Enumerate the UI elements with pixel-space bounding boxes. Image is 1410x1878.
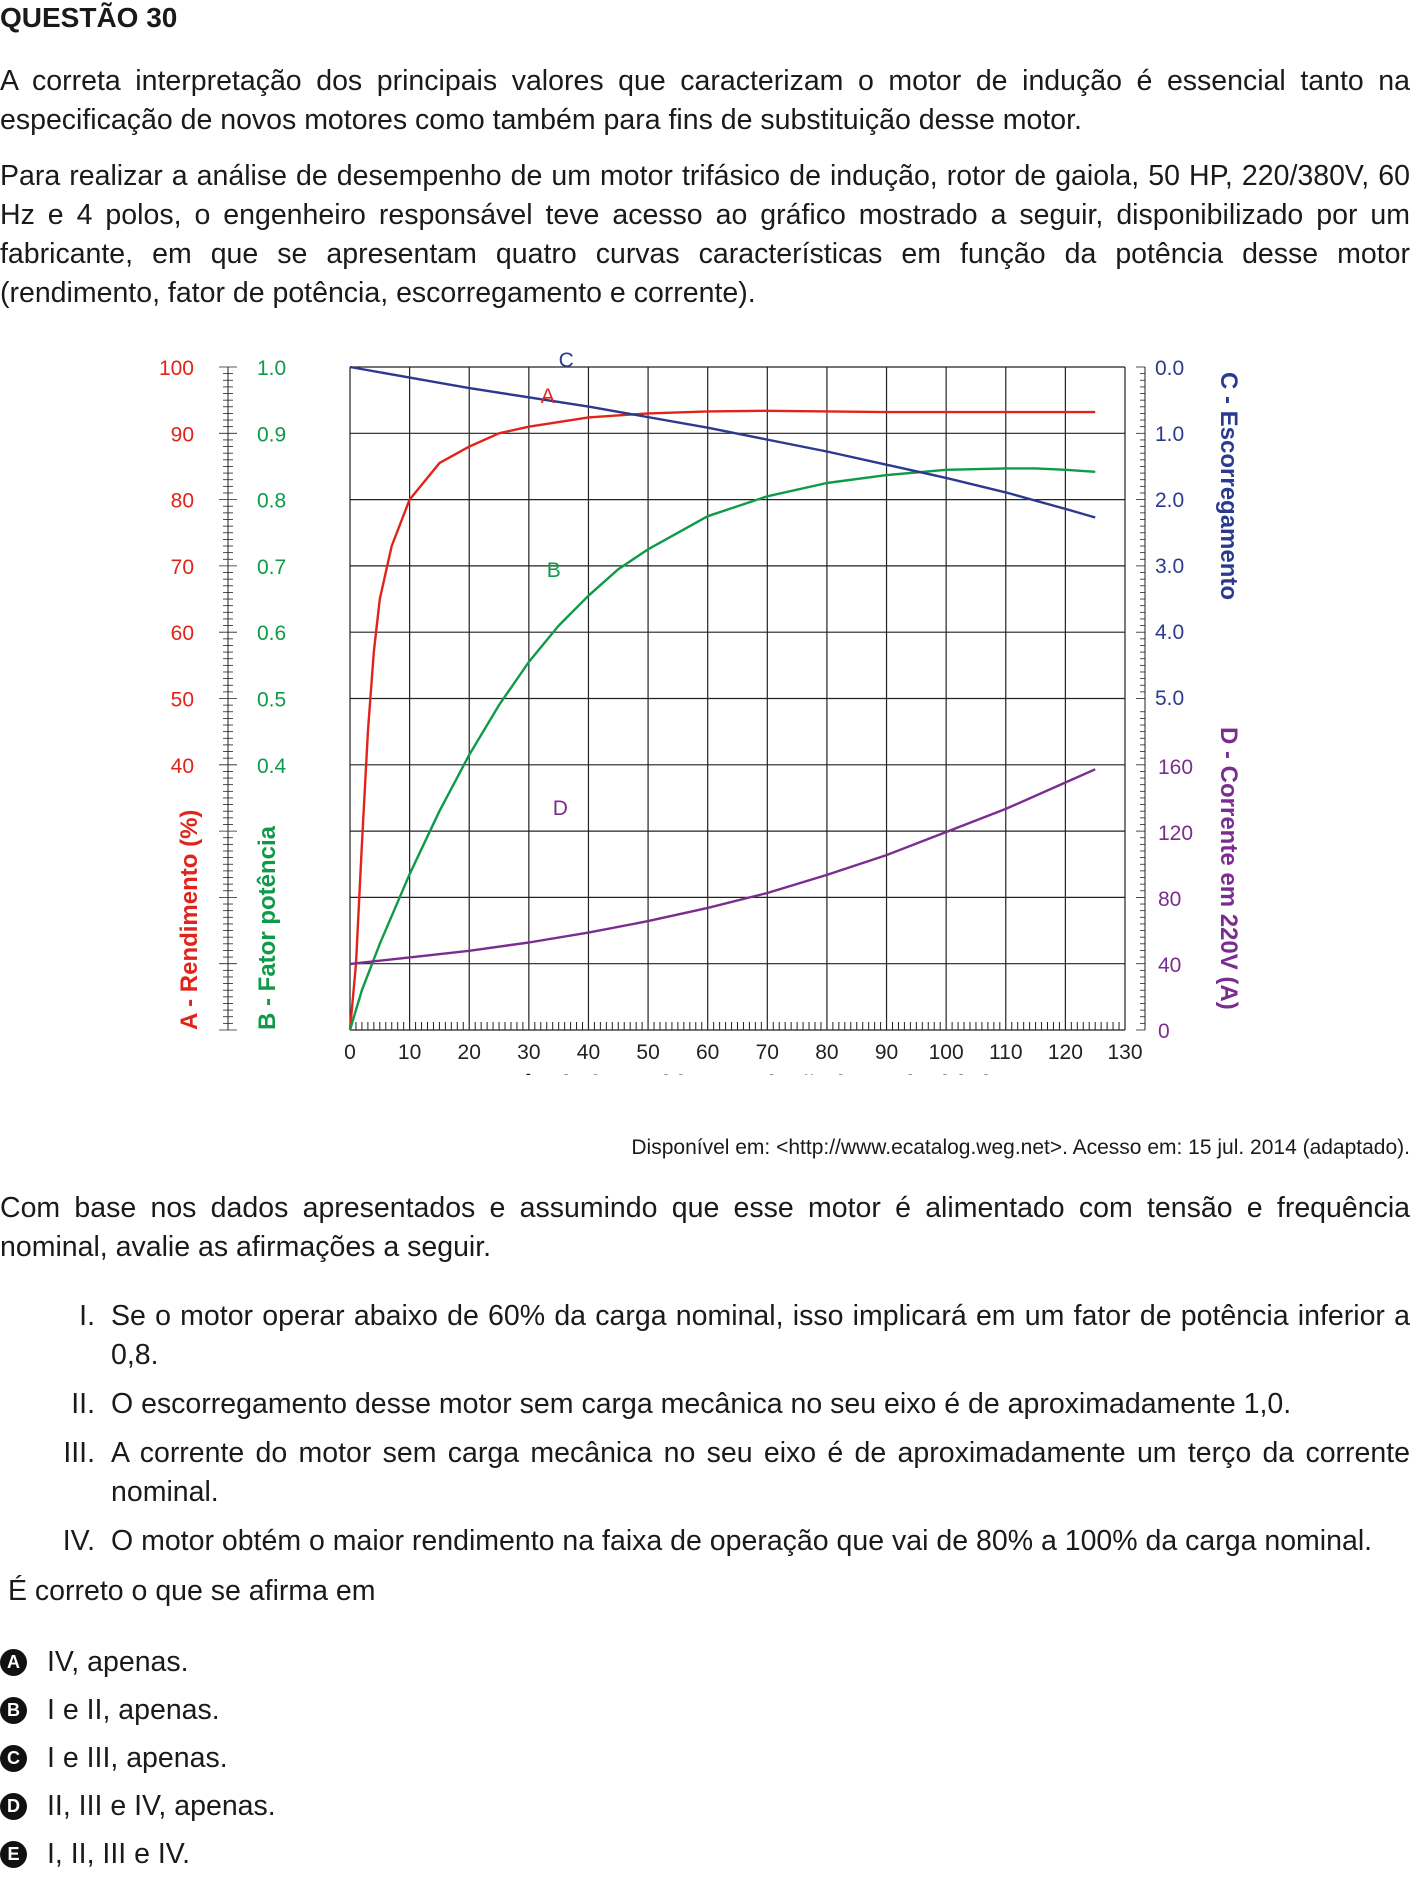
corrente-tick-label: 80 <box>1158 888 1181 911</box>
rendimento-tick-label: 50 <box>171 689 194 712</box>
answer-options: A IV, apenas. B I e II, apenas. C I e II… <box>0 1638 276 1878</box>
motor-chart: 100 90 80 70 60 50 40 1.0 0.9 0.8 0.7 0.6 0.5 0.4 0.0 1… <box>150 335 1260 1075</box>
fator-tick-label: 0.4 <box>257 755 287 778</box>
rendimento-tick-label: 60 <box>171 622 194 645</box>
x-tick-label: 0 <box>344 1041 356 1064</box>
fator-tick-label: 1.0 <box>257 357 286 380</box>
rendimento-tick-label: 70 <box>171 556 194 579</box>
x-tick-label: 70 <box>756 1041 779 1064</box>
fator-tick-label: 0.9 <box>257 423 286 446</box>
corrente-tick-label: 120 <box>1158 822 1193 845</box>
statement-text: O motor obtém o maior rendimento na faix… <box>111 1525 1373 1557</box>
rendimento-tick-label: 90 <box>171 423 194 446</box>
statement-item: II. O escorregamento desse motor sem car… <box>0 1385 1410 1424</box>
option-text: I, II, III e IV. <box>47 1837 191 1870</box>
option-a[interactable]: A IV, apenas. <box>0 1638 276 1686</box>
curve-label-D: D <box>553 797 568 820</box>
x-axis-title: Potência fornecida em relação à nominal … <box>483 1071 992 1075</box>
x-tick-label: 90 <box>875 1041 898 1064</box>
corrente-tick-label: 160 <box>1158 756 1193 779</box>
statement-item: I. Se o motor operar abaixo de 60% da ca… <box>0 1297 1410 1375</box>
intro-paragraph: A correta interpretação dos principais v… <box>0 65 1410 136</box>
option-e[interactable]: E I, II, III e IV. <box>0 1830 276 1878</box>
escorregamento-tick-label: 4.0 <box>1155 621 1184 644</box>
statement-number: IV. <box>62 1525 95 1557</box>
x-tick-label: 80 <box>815 1041 838 1064</box>
series-C-line <box>349 365 1096 519</box>
fator-tick-label: 0.5 <box>257 689 286 712</box>
escorregamento-tick-label: 2.0 <box>1155 489 1184 512</box>
fator-tick-label: 0.6 <box>257 622 286 645</box>
option-text: I e II, apenas. <box>47 1693 220 1726</box>
statement-number: I. <box>79 1300 95 1332</box>
corrente-tick-label: 40 <box>1158 954 1181 977</box>
option-letter-badge: D <box>0 1792 27 1820</box>
x-tick-label: 20 <box>458 1041 481 1064</box>
corrente-axis-title: D - Corrente em 220V (A) <box>1215 727 1242 1010</box>
curve-label-C: C <box>559 349 574 372</box>
curve-label-A: A <box>541 385 555 408</box>
fator-axis-title: B - Fator potência <box>254 825 281 1030</box>
x-tick-label: 60 <box>696 1041 719 1064</box>
context-paragraph: Para realizar a análise de desempenho de… <box>0 160 1410 309</box>
escorregamento-axis-title: C - Escorregamento <box>1215 372 1242 600</box>
corrente-tick-label: 0 <box>1158 1020 1170 1043</box>
x-tick-label: 10 <box>398 1041 421 1064</box>
answer-prompt: É correto o que se afirma em <box>8 1575 376 1607</box>
x-tick-label: 100 <box>929 1041 964 1064</box>
option-text: I e III, apenas. <box>47 1741 228 1774</box>
statement-text: A corrente do motor sem carga mecânica n… <box>111 1437 1410 1508</box>
statement-text: O escorregamento desse motor sem carga m… <box>111 1388 1292 1420</box>
series-B-line <box>348 467 1096 1031</box>
option-letter-badge: C <box>0 1744 27 1772</box>
option-b[interactable]: B I e II, apenas. <box>0 1686 276 1734</box>
lead-paragraph: Com base nos dados apresentados e assumi… <box>0 1192 1410 1263</box>
statement-item: III. A corrente do motor sem carga mecân… <box>0 1434 1410 1512</box>
statement-item: IV. O motor obtém o maior rendimento na … <box>0 1522 1410 1561</box>
x-tick-label: 40 <box>577 1041 600 1064</box>
option-text: II, III e IV, apenas. <box>47 1789 276 1822</box>
statement-number: II. <box>71 1388 95 1420</box>
escorregamento-tick-label: 5.0 <box>1155 687 1184 710</box>
option-c[interactable]: C I e III, apenas. <box>0 1734 276 1782</box>
rendimento-axis-title: A - Rendimento (%) <box>176 810 203 1030</box>
rendimento-tick-label: 40 <box>171 755 194 778</box>
rendimento-tick-label: 100 <box>159 357 194 380</box>
statements-list: I. Se o motor operar abaixo de 60% da ca… <box>0 1297 1410 1571</box>
escorregamento-tick-label: 0.0 <box>1155 357 1184 380</box>
option-letter-badge: E <box>0 1840 27 1868</box>
escorregamento-tick-label: 3.0 <box>1155 555 1184 578</box>
chart-canvas: 1009080706050401.00.90.80.70.60.50.40.01… <box>159 349 1242 1075</box>
option-text: IV, apenas. <box>47 1645 189 1678</box>
series-D-line <box>349 768 1096 966</box>
escorregamento-tick-label: 1.0 <box>1155 423 1184 446</box>
x-tick-label: 30 <box>517 1041 540 1064</box>
statement-text: Se o motor operar abaixo de 60% da carga… <box>111 1300 1410 1371</box>
source-citation: Disponível em: <http://www.ecatalog.weg.… <box>631 1136 1410 1159</box>
series-A-line <box>348 409 1096 1031</box>
question-title: QUESTÃO 30 <box>0 2 178 33</box>
option-letter-badge: B <box>0 1696 27 1724</box>
x-tick-label: 50 <box>636 1041 659 1064</box>
x-tick-label: 130 <box>1107 1041 1142 1064</box>
x-tick-label: 120 <box>1048 1041 1083 1064</box>
curve-label-B: B <box>547 559 561 582</box>
fator-tick-label: 0.7 <box>257 556 286 579</box>
x-tick-label: 110 <box>989 1041 1022 1064</box>
option-d[interactable]: D II, III e IV, apenas. <box>0 1782 276 1830</box>
rendimento-tick-label: 80 <box>171 490 194 513</box>
option-letter-badge: A <box>0 1648 27 1676</box>
statement-number: III. <box>63 1437 95 1469</box>
fator-tick-label: 0.8 <box>257 490 286 513</box>
